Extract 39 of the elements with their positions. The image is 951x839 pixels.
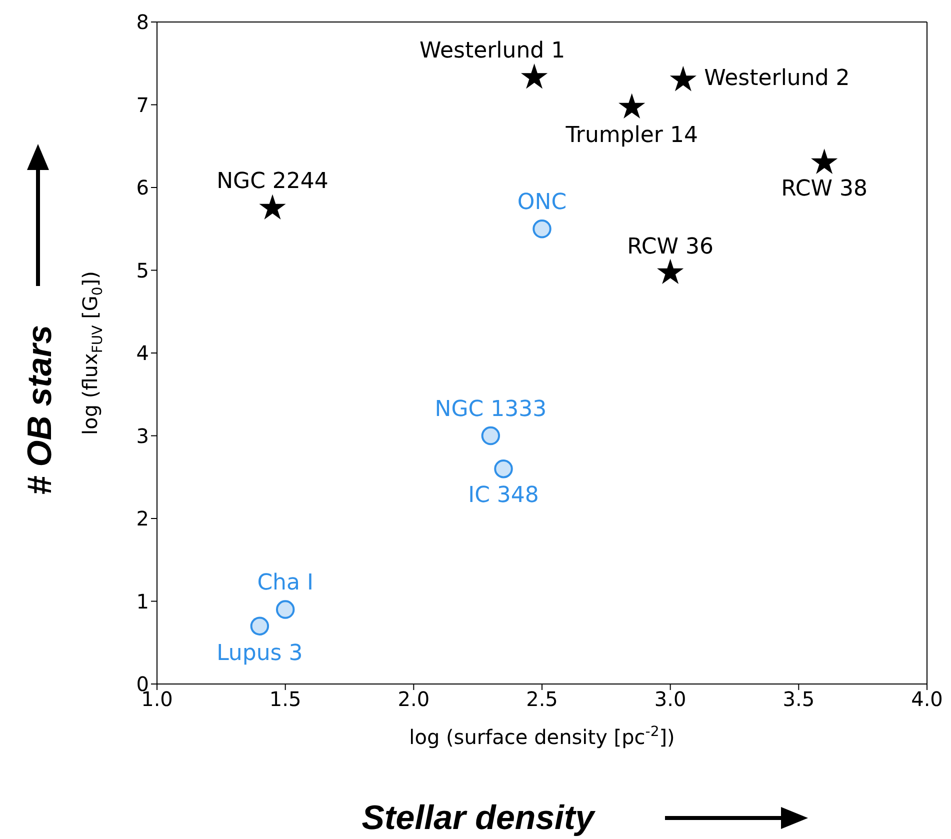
y-tick-label: 4: [136, 341, 149, 366]
annotation: RCW 36: [627, 234, 714, 260]
point: [657, 258, 684, 284]
point: [259, 194, 286, 220]
point: [520, 63, 548, 89]
x-tick-label: 3.0: [654, 687, 686, 712]
annotation: Westerlund 2: [704, 65, 850, 90]
annotation: NGC 1333: [434, 396, 547, 422]
x-axis-title: log (surface density [pc$^{-2}$]): [409, 724, 675, 749]
annotation: NGC 2244: [216, 168, 328, 194]
x-tick-label: 2.0: [398, 687, 430, 712]
y-tick-label: 5: [136, 258, 149, 282]
annotation: Lupus 3: [216, 640, 303, 666]
point: [811, 148, 838, 174]
point: [532, 220, 552, 238]
point: [618, 93, 646, 119]
y-tick-label: 6: [136, 176, 149, 200]
point: [481, 426, 500, 446]
x-tick-label: 2.5: [526, 687, 558, 712]
annotation: IC 348: [468, 482, 539, 508]
annotation: Westerlund 1: [419, 38, 566, 63]
y-tick-label: 2: [136, 506, 149, 531]
point: [494, 460, 513, 478]
annotation: Cha I: [257, 570, 314, 596]
point: [250, 616, 270, 636]
y-tick-label: 7: [136, 92, 149, 117]
annotation: Trumpler 14: [564, 122, 698, 148]
y-tick-label: 1: [136, 589, 149, 614]
annotation: RCW 38: [781, 176, 868, 202]
x-tick-label: 4.0: [911, 687, 943, 712]
text: Stellar density: [362, 799, 596, 837]
annotation: ONC: [517, 189, 567, 214]
text: # OB stars: [21, 324, 59, 496]
point: [276, 600, 295, 619]
x-tick-label: 1.5: [269, 687, 302, 712]
y-tick-label: 3: [136, 424, 149, 448]
x-tick-label: 3.5: [782, 687, 815, 712]
y-tick-label: 8: [136, 10, 149, 34]
point: [670, 66, 696, 92]
